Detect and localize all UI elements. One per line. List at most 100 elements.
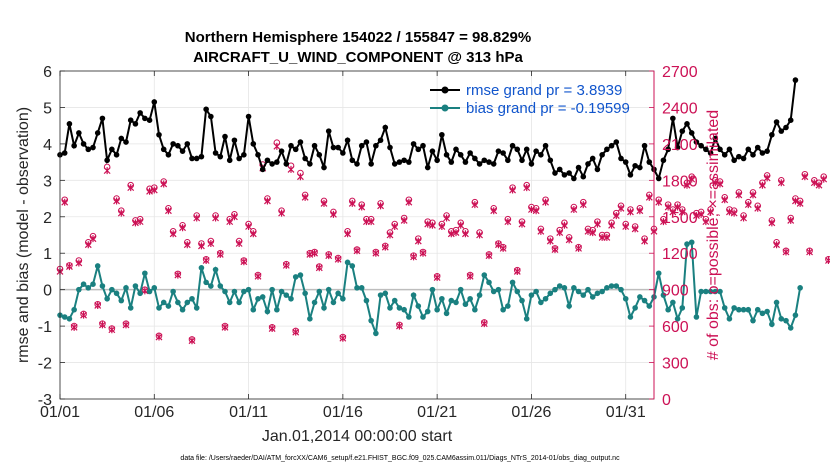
rmse-point bbox=[137, 110, 143, 116]
rmse-point bbox=[721, 152, 728, 158]
y-right-tick-label: 2700 bbox=[662, 64, 698, 81]
obs-assimilated-point bbox=[268, 325, 276, 333]
bias-point bbox=[406, 314, 412, 320]
bias-point bbox=[118, 297, 125, 304]
rmse-point bbox=[599, 152, 605, 158]
rmse-point bbox=[693, 139, 700, 145]
bias-point bbox=[538, 299, 544, 306]
obs-assimilated-point bbox=[443, 214, 450, 222]
obs-assimilated-point bbox=[400, 216, 408, 224]
bias-point bbox=[76, 286, 82, 293]
bias-point bbox=[674, 316, 681, 322]
obs-assimilated-point bbox=[136, 218, 144, 226]
bias-point bbox=[754, 306, 761, 313]
rmse-point bbox=[283, 161, 290, 167]
bias-point bbox=[764, 308, 770, 315]
rmse-point bbox=[123, 139, 129, 145]
rmse-point bbox=[61, 150, 68, 156]
obs-assimilated-point bbox=[490, 207, 498, 215]
bias-point bbox=[665, 306, 671, 313]
rmse-point bbox=[707, 150, 714, 156]
legend-rmse-marker bbox=[441, 86, 449, 94]
y-left-tick-label: -2 bbox=[38, 356, 52, 373]
obs-assimilated-point bbox=[565, 236, 573, 244]
bias-point bbox=[109, 286, 115, 293]
obs-assimilated-point bbox=[617, 204, 625, 212]
rmse-point bbox=[368, 161, 374, 167]
obs-assimilated-point bbox=[542, 198, 549, 206]
obs-assimilated-point bbox=[381, 243, 389, 251]
rmse-point bbox=[523, 146, 530, 153]
obs-assimilated-point bbox=[773, 241, 780, 249]
bias-point bbox=[726, 316, 733, 322]
bias-point bbox=[500, 306, 506, 313]
bias-point bbox=[151, 285, 158, 291]
bias-point bbox=[618, 286, 624, 293]
obs-assimilated-point bbox=[320, 199, 328, 207]
rmse-point bbox=[349, 157, 356, 164]
bias-point bbox=[184, 299, 191, 306]
y-right-tick-label: 2100 bbox=[662, 137, 698, 154]
obs-assimilated-point bbox=[282, 261, 290, 269]
rmse-point bbox=[778, 128, 785, 134]
rmse-point bbox=[406, 159, 412, 165]
bias-point bbox=[783, 317, 789, 324]
y-left-tick-label: 3 bbox=[43, 173, 52, 190]
obs-assimilated-point bbox=[66, 263, 73, 271]
bias-point bbox=[736, 306, 742, 313]
rmse-point bbox=[231, 137, 238, 144]
rmse-point bbox=[637, 164, 643, 171]
obs-assimilated-point bbox=[570, 205, 578, 213]
bias-point bbox=[146, 288, 153, 295]
bias-point bbox=[571, 285, 577, 291]
obs-assimilated-point bbox=[702, 218, 710, 226]
rmse-point bbox=[104, 157, 110, 164]
rmse-point bbox=[655, 175, 662, 182]
bias-point bbox=[495, 286, 502, 293]
rmse-point bbox=[556, 166, 563, 173]
obs-assimilated-point bbox=[471, 201, 479, 209]
bias-point bbox=[514, 288, 521, 295]
bias-point bbox=[292, 274, 299, 280]
obs-assimilated-point bbox=[103, 167, 111, 175]
bias-point bbox=[481, 272, 488, 278]
rmse-point bbox=[278, 148, 285, 154]
bias-point bbox=[99, 283, 106, 289]
obs-assimilated-point bbox=[183, 241, 191, 249]
legend-bias-marker bbox=[441, 104, 449, 112]
bias-point bbox=[778, 316, 785, 322]
obs-assimilated-point bbox=[820, 175, 828, 183]
y-left-tick-label: 0 bbox=[43, 283, 52, 300]
rmse-point bbox=[321, 164, 327, 171]
y-left-tick-label: 2 bbox=[43, 210, 52, 227]
obs-assimilated-point bbox=[386, 231, 394, 239]
bias-point bbox=[472, 306, 478, 313]
obs-assimilated-point bbox=[353, 247, 361, 255]
rmse-point bbox=[764, 148, 770, 154]
rmse-point bbox=[340, 150, 346, 156]
obs-assimilated-point bbox=[636, 207, 644, 215]
bias-point bbox=[387, 305, 393, 311]
obs-assimilated-point bbox=[556, 229, 564, 237]
bias-point bbox=[740, 306, 747, 313]
bias-point bbox=[608, 283, 615, 289]
obs-assimilated-point bbox=[70, 323, 78, 331]
bias-point bbox=[132, 283, 139, 289]
bias-point bbox=[61, 314, 68, 320]
bias-point bbox=[599, 288, 605, 295]
bias-point bbox=[170, 288, 176, 295]
obs-assimilated-point bbox=[815, 181, 823, 189]
obs-assimilated-point bbox=[155, 333, 163, 341]
bias-point bbox=[792, 312, 799, 318]
rmse-point bbox=[198, 153, 205, 160]
obs-assimilated-point bbox=[264, 197, 271, 205]
rmse-point bbox=[561, 172, 568, 178]
rmse-point bbox=[377, 137, 384, 144]
obs-assimilated-point bbox=[499, 244, 507, 252]
rmse-point bbox=[307, 161, 313, 167]
obs-assimilated-point bbox=[273, 142, 281, 150]
x-axis: 01/01 01/06 01/11 01/16 01/21 01/26 01/31 bbox=[40, 71, 646, 421]
rmse-point bbox=[453, 146, 459, 153]
y-right-tick-label: 1200 bbox=[662, 246, 698, 263]
rmse-point bbox=[142, 115, 148, 122]
